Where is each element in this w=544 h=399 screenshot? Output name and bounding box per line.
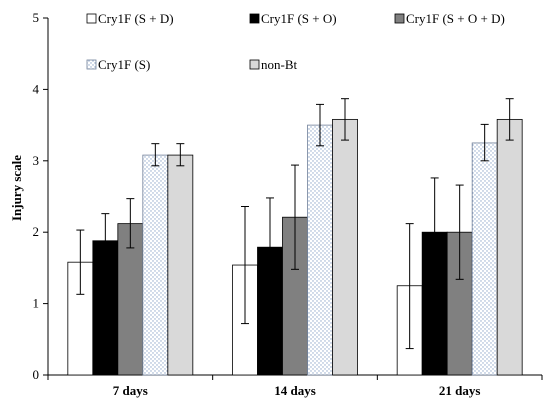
bar <box>167 154 194 376</box>
legend-item: Cry1F (S + D) <box>86 11 174 26</box>
legend: Cry1F (S + D) Cry1F (S + O) Cry1F (S + O +… <box>86 11 505 72</box>
y-tick-label: 4 <box>33 81 40 96</box>
x-category-label: 7 days <box>113 383 148 398</box>
y-tick-label: 5 <box>33 10 40 25</box>
x-category-label: 14 days <box>274 383 316 398</box>
error-bars <box>76 98 514 350</box>
x-category-label: 21 days <box>439 383 481 398</box>
legend-label: Cry1F (S) <box>98 57 150 72</box>
legend-label: Cry1F (S + O) <box>261 11 337 26</box>
legend-label: non-Bt <box>261 57 298 72</box>
y-tick-label: 3 <box>33 153 40 168</box>
y-tick-label: 2 <box>33 224 40 239</box>
bar <box>496 118 523 376</box>
legend-swatch <box>86 13 97 24</box>
bar <box>332 118 358 376</box>
legend-item: Cry1F (S + O) <box>249 11 337 26</box>
y-tick-label: 1 <box>33 296 40 311</box>
bar <box>117 223 144 376</box>
legend-swatch <box>86 59 97 70</box>
bar <box>142 154 169 376</box>
bar <box>307 124 333 376</box>
legend-label: Cry1F (S + D) <box>98 11 174 26</box>
legend-item: non-Bt <box>249 57 298 72</box>
legend-swatch <box>249 59 260 70</box>
legend-item: Cry1F (S + O + D) <box>394 11 505 26</box>
bar <box>471 142 498 376</box>
legend-swatch <box>249 13 260 24</box>
y-tick-label: 0 <box>33 367 40 382</box>
y-axis-title: Injury scale <box>9 155 24 221</box>
legend-swatch <box>394 13 405 24</box>
legend-item: Cry1F (S) <box>86 57 150 72</box>
legend-label: Cry1F (S + O + D) <box>406 11 505 26</box>
